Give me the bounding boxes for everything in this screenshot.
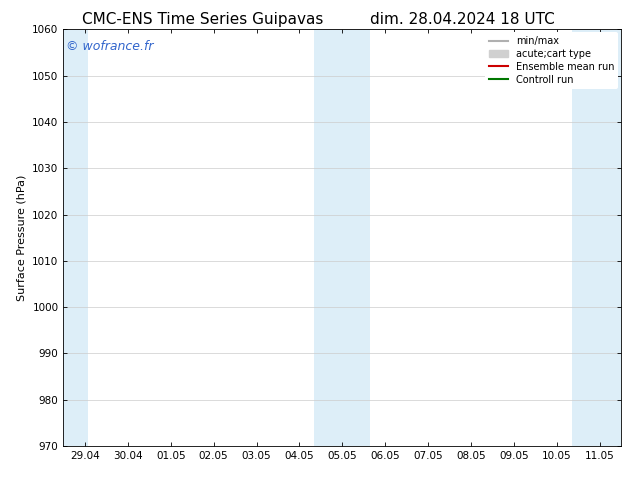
Text: © wofrance.fr: © wofrance.fr	[66, 40, 153, 53]
Text: dim. 28.04.2024 18 UTC: dim. 28.04.2024 18 UTC	[370, 12, 555, 27]
Bar	[314, 29, 370, 446]
Text: CMC-ENS Time Series Guipavas: CMC-ENS Time Series Guipavas	[82, 12, 323, 27]
Bar	[63, 29, 88, 446]
Y-axis label: Surface Pressure (hPa): Surface Pressure (hPa)	[16, 174, 27, 301]
Bar	[572, 29, 621, 446]
Legend: min/max, acute;cart type, Ensemble mean run, Controll run: min/max, acute;cart type, Ensemble mean …	[485, 32, 618, 89]
